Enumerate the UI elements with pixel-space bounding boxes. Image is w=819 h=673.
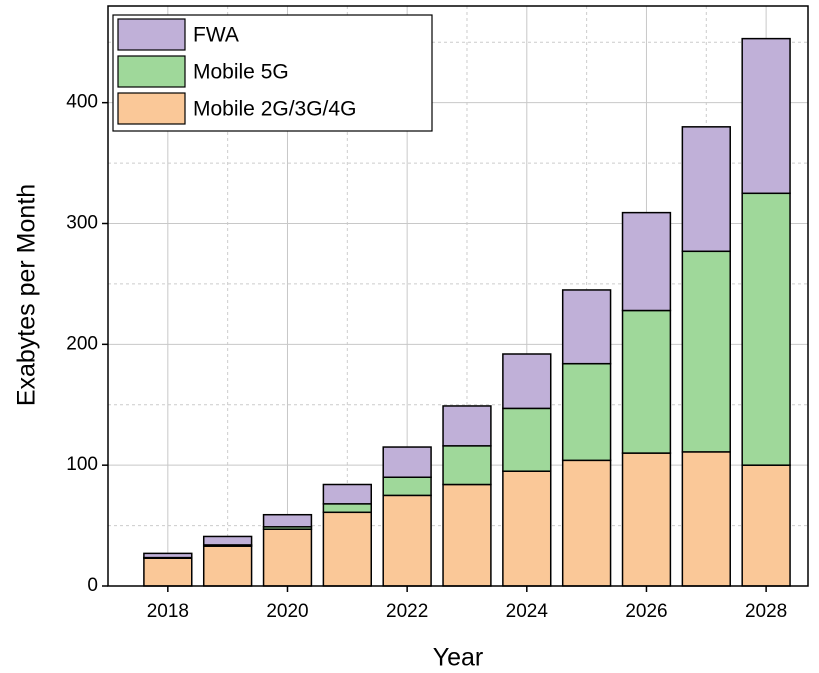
x-axis-label: Year xyxy=(433,644,484,672)
x-tick-label: 2026 xyxy=(625,601,667,622)
bar-segment xyxy=(442,445,492,486)
x-tick-label: 2022 xyxy=(386,601,428,622)
bar-segment xyxy=(382,476,432,497)
y-tick-label: 300 xyxy=(66,213,98,234)
legend-swatch xyxy=(117,92,186,125)
bar-segment xyxy=(741,464,791,587)
x-tick-label: 2024 xyxy=(506,601,549,622)
bar-segment xyxy=(621,211,672,312)
legend-label: Mobile 5G xyxy=(193,61,289,84)
bar-segment xyxy=(561,289,612,365)
bar-segment xyxy=(262,513,313,528)
bar-segment xyxy=(262,528,313,587)
bar-segment xyxy=(322,511,372,587)
legend-label: FWA xyxy=(193,24,239,47)
bar-segment xyxy=(322,503,372,514)
bar-segment xyxy=(561,362,612,462)
bar-segment xyxy=(202,545,253,587)
bar-segment xyxy=(502,470,552,587)
y-tick-label: 0 xyxy=(87,575,98,596)
bar-segment xyxy=(442,483,492,587)
plot-frame xyxy=(107,5,809,587)
bar-segment xyxy=(741,37,791,195)
bar-segment xyxy=(382,446,432,478)
legend-swatch xyxy=(117,55,186,88)
x-tick-label: 2020 xyxy=(266,601,308,622)
y-axis-label: Exabytes per Month xyxy=(13,184,41,406)
bar-segment xyxy=(681,250,731,453)
bar-segment xyxy=(681,451,731,587)
y-tick-label: 100 xyxy=(66,454,98,475)
y-tick-label: 400 xyxy=(66,92,98,113)
bar-segment xyxy=(621,309,672,454)
legend-swatch xyxy=(117,18,186,51)
y-tick-label: 200 xyxy=(66,333,98,354)
bar-segment xyxy=(382,494,432,587)
bar-segment xyxy=(502,353,552,410)
x-tick-label: 2028 xyxy=(745,601,787,622)
bar-segment xyxy=(202,535,253,546)
bar-segment xyxy=(681,126,731,253)
bar-segment xyxy=(502,407,552,472)
bar-segment xyxy=(143,552,193,559)
bar-segment xyxy=(621,452,672,587)
bar-segment xyxy=(322,483,372,505)
legend-label: Mobile 2G/3G/4G xyxy=(193,98,356,121)
bar-segment xyxy=(442,405,492,447)
bar-segment xyxy=(741,192,791,466)
bar-segment xyxy=(561,459,612,587)
bar-segment xyxy=(143,557,193,587)
x-tick-label: 2018 xyxy=(147,601,189,622)
